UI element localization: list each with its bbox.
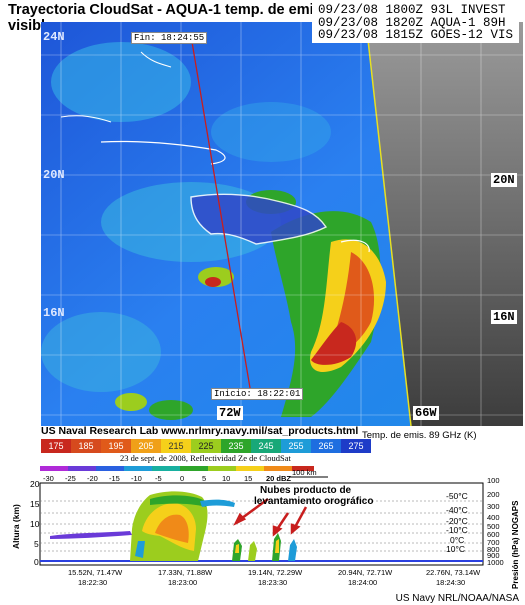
colorbar-cell: 225 — [191, 439, 221, 453]
colorbar-cell: 275 — [341, 439, 371, 453]
track-start-label: Inicio: 18:22:01 — [211, 388, 304, 400]
satellite-map: Fin: 18:24:55 Inicio: 18:22:01 24N 20N 1… — [41, 22, 523, 426]
info-box: 09/23/08 1800Z 93L INVEST 09/23/08 1820Z… — [311, 2, 519, 43]
x-time: 18:23:00 — [168, 578, 197, 587]
x-time: 18:23:30 — [258, 578, 287, 587]
x-coord: 17.33N, 71.88W — [158, 568, 213, 577]
map-image — [41, 22, 523, 426]
y-tick-right: 900 — [487, 551, 500, 560]
y-tick-right: 1000 — [487, 558, 504, 567]
dbz-tick: -30 — [43, 474, 54, 483]
dbz-tick: 10 — [222, 474, 230, 483]
dbz-tick: -25 — [65, 474, 76, 483]
y-tick-right: 800 — [487, 545, 500, 554]
colorbar-title: Temp. de emis. 89 GHz (K) — [362, 430, 477, 441]
y-tick-left: 20 — [30, 479, 40, 489]
colorbar: 175 185 195 205 215 225 235 245 255 265 … — [41, 439, 371, 453]
scale-label: 100 km — [292, 468, 317, 477]
cloudsat-title: 23 de sept. de 2008, Reflectividad Ze de… — [120, 453, 291, 463]
colorbar-cell: 185 — [71, 439, 101, 453]
x-time: 18:24:30 — [436, 578, 465, 587]
colorbar-cell: 245 — [251, 439, 281, 453]
x-coord: 22.76N, 73.14W — [426, 568, 481, 577]
temp-label: 0°C — [450, 535, 464, 545]
x-coord: 20.94N, 72.71W — [338, 568, 393, 577]
colorbar-cell: 205 — [131, 439, 161, 453]
dbz-tick: -20 — [87, 474, 98, 483]
cloudsat-profile-svg: -30 -25 -20 -15 -10 -5 0 5 10 15 20 dBZ … — [11, 466, 520, 589]
cloudsat-profile: -30 -25 -20 -15 -10 -5 0 5 10 15 20 dBZ … — [10, 461, 525, 591]
y-tick-right: 500 — [487, 522, 500, 531]
x-time: 18:24:00 — [348, 578, 377, 587]
lat-label-right-16n: 16N — [491, 310, 517, 324]
dbz-tick: 20 dBZ — [266, 474, 291, 483]
colorbar-cell: 175 — [41, 439, 71, 453]
y-tick-right: 400 — [487, 513, 500, 522]
info-line: 09/23/08 1800Z 93L INVEST — [317, 3, 506, 17]
info-line: 09/23/08 1815Z GOES-12 VIS — [317, 28, 513, 42]
y-tick-right: 300 — [487, 502, 500, 511]
y-axis-label-right: Presión (hPa) NOGAPS — [511, 500, 520, 589]
y-axis-label-left: Altura (km) — [11, 504, 21, 549]
track-end-label: Fin: 18:24:55 — [131, 32, 208, 44]
footer-credit: US Navy NRL/NOAA/NASA — [395, 593, 519, 604]
temp-label: -20°C — [446, 516, 468, 526]
colorbar-cell: 235 — [221, 439, 251, 453]
nrl-credit: US Naval Research Lab www.nrlmry.navy.mi… — [41, 425, 359, 437]
y-tick-right: 100 — [487, 476, 500, 485]
lat-label-right-20n: 20N — [491, 173, 517, 187]
annotation-line-2: levantamiento orográfico — [254, 496, 373, 507]
y-tick-left: 5 — [34, 539, 39, 549]
lon-label-72w: 72W — [217, 406, 243, 420]
colorbar-cell: 215 — [161, 439, 191, 453]
info-line: 09/23/08 1820Z AQUA-1 89H — [317, 15, 506, 30]
y-tick-right: 700 — [487, 538, 500, 547]
colorbar-cell: 255 — [281, 439, 311, 453]
temp-label: -50°C — [446, 491, 468, 501]
y-tick-left: 10 — [30, 519, 40, 529]
x-coord: 19.14N, 72.29W — [248, 568, 303, 577]
dbz-tick: 5 — [202, 474, 206, 483]
lat-label-24n: 24N — [43, 30, 65, 44]
lon-label-66w: 66W — [413, 406, 439, 420]
dbz-tick: -15 — [109, 474, 120, 483]
x-time: 18:22:30 — [78, 578, 107, 587]
temp-label: -10°C — [446, 525, 468, 535]
cloudsat-track-line — [190, 35, 252, 395]
temp-label: 10°C — [446, 544, 465, 554]
colorbar-cell: 195 — [101, 439, 131, 453]
dbz-tick: 0 — [180, 474, 184, 483]
dbz-tick: 15 — [244, 474, 252, 483]
temp-label: -40°C — [446, 505, 468, 515]
dbz-tick: -5 — [155, 474, 162, 483]
y-tick-right: 600 — [487, 530, 500, 539]
dbz-tick: -10 — [131, 474, 142, 483]
colorbar-cell: 265 — [311, 439, 341, 453]
x-coord: 15.52N, 71.47W — [68, 568, 123, 577]
lat-label-20n: 20N — [43, 168, 65, 182]
y-tick-right: 200 — [487, 490, 500, 499]
y-tick-left: 15 — [30, 499, 40, 509]
y-tick-left: 0 — [34, 557, 39, 567]
lat-label-16n: 16N — [43, 306, 65, 320]
annotation-line-1: Nubes producto de — [260, 485, 352, 496]
dbz-colorbar — [40, 466, 314, 471]
